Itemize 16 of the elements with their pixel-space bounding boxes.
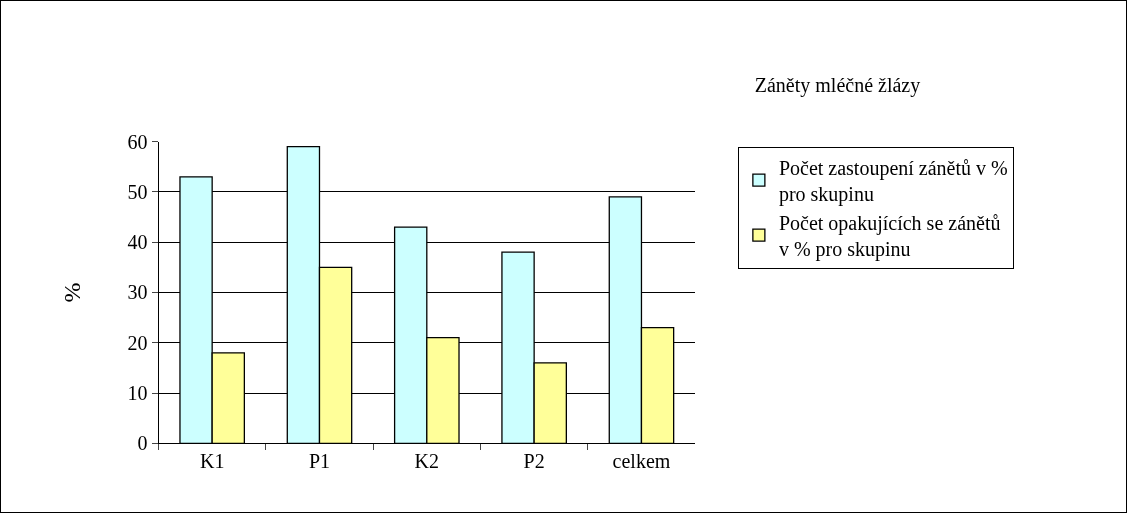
text: Záněty mléčné žlázy — [754, 74, 921, 98]
x-tick-label: P1 — [308, 450, 331, 473]
x-tick-label: P2 — [523, 450, 545, 473]
x-tick-label: K1 — [199, 450, 225, 473]
y-axis-title: % — [58, 282, 85, 303]
x-tick-label: K2 — [414, 450, 440, 473]
y-tick-label: 50 — [127, 180, 148, 203]
legend-label: Počet opakujících se zánětů v % pro skupinu — [778, 211, 1001, 261]
x-tick-label: celkem — [612, 450, 671, 473]
y-tick-label: 60 — [127, 130, 148, 153]
legend-label: Počet zastoupení zánětů v % pro skupinu — [778, 156, 1008, 206]
y-tick-label: 40 — [127, 231, 148, 254]
y-tick-label: 20 — [127, 331, 148, 354]
y-tick-label: 0 — [137, 432, 148, 455]
y-tick-label: 30 — [127, 281, 148, 304]
y-tick-label: 10 — [127, 382, 148, 405]
